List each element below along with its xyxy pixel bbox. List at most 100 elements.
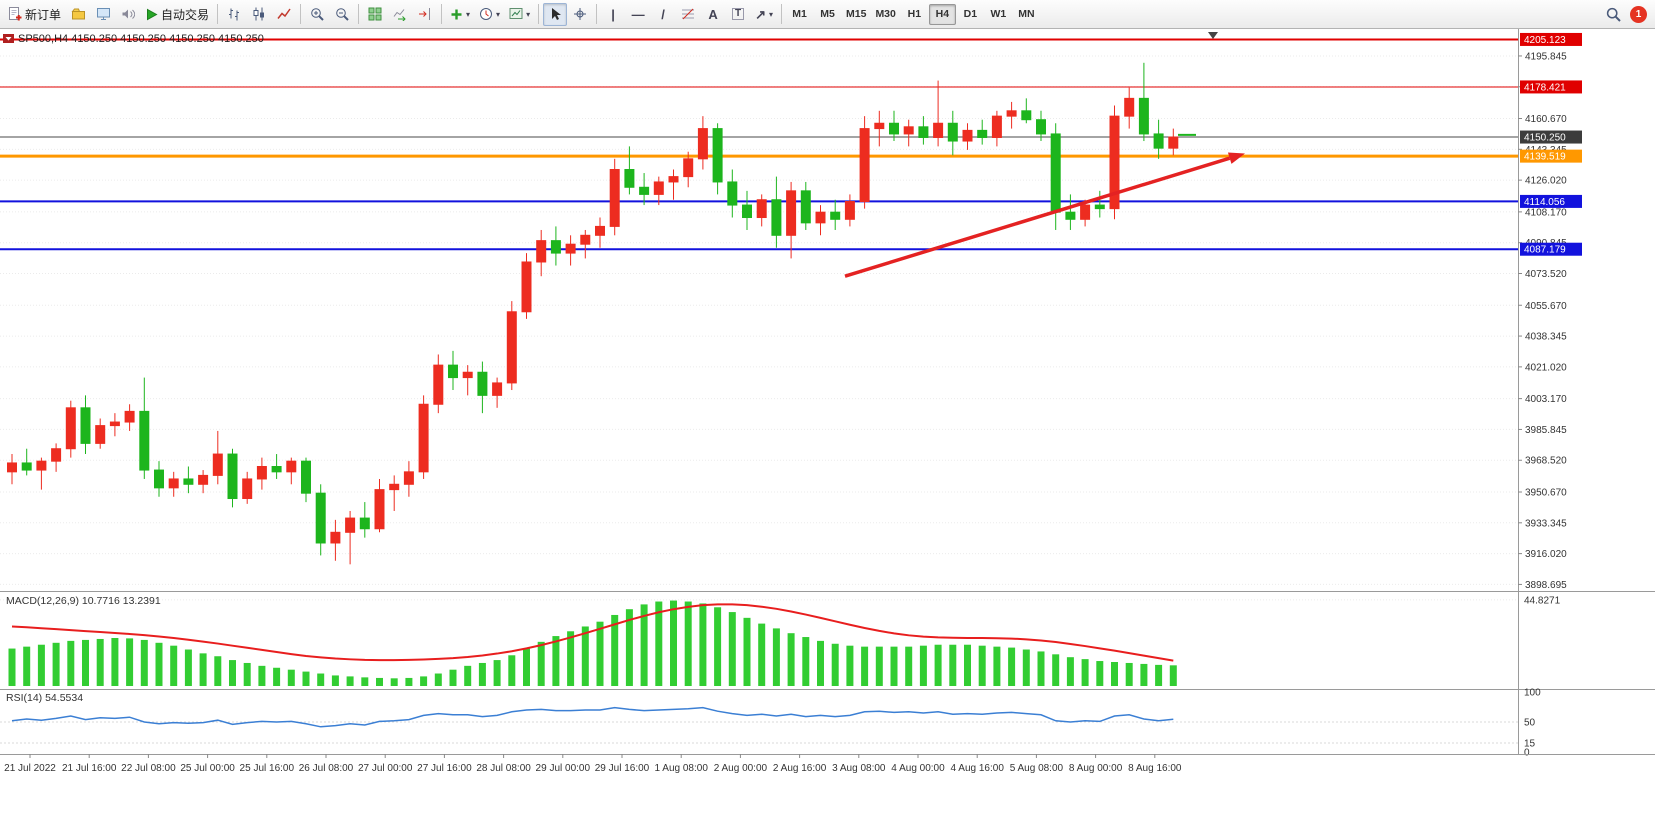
horizontal-line-icon: — — [631, 6, 645, 22]
new-order-button[interactable]: 新订单 — [4, 3, 65, 26]
timeframe-m5-button[interactable]: M5 — [814, 4, 841, 25]
text-button[interactable]: A — [701, 3, 725, 26]
templates-dropdown-button[interactable]: ▾ — [505, 3, 534, 26]
price-badge: 4150.250 — [1520, 130, 1582, 144]
dropdown-caret-icon: ▾ — [526, 9, 531, 19]
arrow-objects-dropdown-button[interactable]: ↗ ▾ — [751, 3, 777, 26]
chart-shift-marker[interactable] — [1208, 32, 1218, 39]
price-axis-label: 3985.845 — [1525, 425, 1567, 436]
rsi-axis-label: 100 — [1524, 688, 1541, 699]
price-axis-label: 3950.670 — [1525, 487, 1567, 498]
svg-text:SP500,H4 4150.250 4150.250 415: SP500,H4 4150.250 4150.250 4150.250 4150… — [18, 33, 264, 45]
trend-arrow[interactable] — [844, 152, 1245, 278]
profiles-icon — [70, 7, 86, 21]
crosshair-button[interactable] — [568, 3, 592, 26]
autotrading-button[interactable]: 自动交易 — [141, 3, 213, 26]
search-button[interactable] — [1601, 3, 1625, 26]
time-axis-label: 26 Jul 08:00 — [299, 763, 354, 774]
rsi-axis-label: 15 — [1524, 739, 1536, 750]
horizontal-line-button[interactable]: — — [626, 3, 650, 26]
chart-canvas[interactable]: SP500,H4 4150.250 4150.250 4150.250 4150… — [0, 29, 1655, 825]
macd-signal-line — [11, 603, 1174, 662]
periods-dropdown-button[interactable]: ▾ — [475, 3, 504, 26]
timeframe-w1-button[interactable]: W1 — [985, 4, 1012, 25]
price-axis-label: 3968.520 — [1525, 456, 1567, 467]
auto-scroll-icon — [393, 7, 407, 21]
time-axis-label: 21 Jul 16:00 — [62, 763, 117, 774]
timeframe-h1-button[interactable]: H1 — [901, 4, 928, 25]
chart-title: SP500,H4 4150.250 4150.250 4150.250 4150… — [3, 33, 264, 45]
timeframe-m1-button[interactable]: M1 — [786, 4, 813, 25]
time-axis-label: 29 Jul 16:00 — [595, 763, 650, 774]
profiles-button[interactable] — [66, 3, 90, 26]
price-axis-label: 4126.020 — [1525, 176, 1567, 187]
text-icon: A — [708, 6, 718, 22]
indicators-dropdown-button[interactable]: ▾ — [446, 3, 474, 26]
bar-chart-button[interactable] — [222, 3, 246, 26]
time-axis[interactable]: 21 Jul 2022 21 Jul 16:00 22 Jul 08:00 25 Ju… — [4, 754, 1182, 774]
vertical-line-button[interactable]: | — [601, 3, 625, 26]
svg-text:4114.056: 4114.056 — [1524, 197, 1565, 208]
time-axis-label: 8 Aug 00:00 — [1069, 763, 1123, 774]
candlestick-chart-button[interactable] — [247, 3, 271, 26]
rsi-label: RSI(14) 54.5534 — [6, 692, 83, 704]
price-axis-label: 3916.020 — [1525, 549, 1567, 560]
market-watch-icon — [96, 7, 111, 21]
clock-icon — [479, 7, 493, 21]
tile-windows-button[interactable] — [363, 3, 387, 26]
time-axis-label: 29 Jul 00:00 — [536, 763, 591, 774]
bar-chart-icon — [227, 7, 241, 21]
time-axis-label: 27 Jul 00:00 — [358, 763, 413, 774]
price-axis-label: 4038.345 — [1525, 332, 1567, 343]
svg-text:4150.250: 4150.250 — [1524, 133, 1566, 144]
crosshair-icon — [573, 7, 587, 21]
auto-scroll-button[interactable] — [388, 3, 412, 26]
alerts-button[interactable] — [116, 3, 140, 26]
price-axis-label: 4108.170 — [1525, 207, 1567, 218]
candlestick-series — [7, 62, 1179, 565]
search-icon — [1606, 7, 1621, 22]
time-axis-label: 4 Aug 16:00 — [951, 763, 1005, 774]
price-badge: 4139.519 — [1520, 149, 1582, 163]
toolbar-separator — [538, 4, 540, 24]
fibonacci-icon — [681, 7, 695, 21]
timeframe-m15-button[interactable]: M15 — [842, 4, 870, 25]
time-axis-label: 8 Aug 16:00 — [1128, 763, 1182, 774]
timeframe-m30-button[interactable]: M30 — [871, 4, 899, 25]
price-axis-label: 3933.345 — [1525, 518, 1567, 529]
zoom-out-button[interactable] — [330, 3, 354, 26]
trendline-button[interactable]: / — [651, 3, 675, 26]
text-label-button[interactable]: T — [726, 3, 750, 26]
toolbar-separator — [217, 4, 219, 24]
arrow-objects-icon: ↗ — [755, 6, 766, 22]
zoom-in-button[interactable] — [305, 3, 329, 26]
market-watch-button[interactable] — [91, 3, 115, 26]
chart-shift-button[interactable] — [413, 3, 437, 26]
price-axis[interactable]: 4195.8454178.5204160.6704143.3454126.020… — [1518, 32, 1582, 591]
svg-text:4178.421: 4178.421 — [1524, 82, 1566, 93]
fibonacci-button[interactable] — [676, 3, 700, 26]
chart-background — [0, 29, 1655, 825]
time-axis-label: 2 Aug 16:00 — [773, 763, 827, 774]
timeframe-d1-button[interactable]: D1 — [957, 4, 984, 25]
timeframe-h4-button[interactable]: H4 — [928, 3, 956, 25]
price-badge: 4205.123 — [1520, 32, 1582, 46]
time-axis-label: 27 Jul 16:00 — [417, 763, 472, 774]
macd-axis-label: 44.8271 — [1524, 595, 1561, 606]
timeframe-mn-button[interactable]: MN — [1013, 4, 1040, 25]
trendline-icon: / — [661, 6, 665, 22]
rsi-axis-label: 50 — [1524, 718, 1536, 729]
notification-badge[interactable]: 1 — [1630, 5, 1647, 23]
time-axis-label: 21 Jul 2022 — [4, 763, 56, 774]
zoom-out-icon — [335, 7, 349, 21]
dropdown-caret-icon: ▾ — [466, 9, 471, 19]
text-label-icon: T — [732, 8, 745, 20]
autotrading-icon — [145, 8, 158, 21]
time-axis-label: 22 Jul 08:00 — [121, 763, 176, 774]
toolbar-separator — [300, 4, 302, 24]
cursor-button[interactable] — [543, 2, 568, 26]
price-badge: 4114.056 — [1520, 194, 1582, 208]
price-badge: 4087.179 — [1520, 242, 1582, 256]
line-chart-button[interactable] — [272, 3, 296, 26]
macd-label: MACD(12,26,9) 10.7716 13.2391 — [6, 595, 161, 607]
